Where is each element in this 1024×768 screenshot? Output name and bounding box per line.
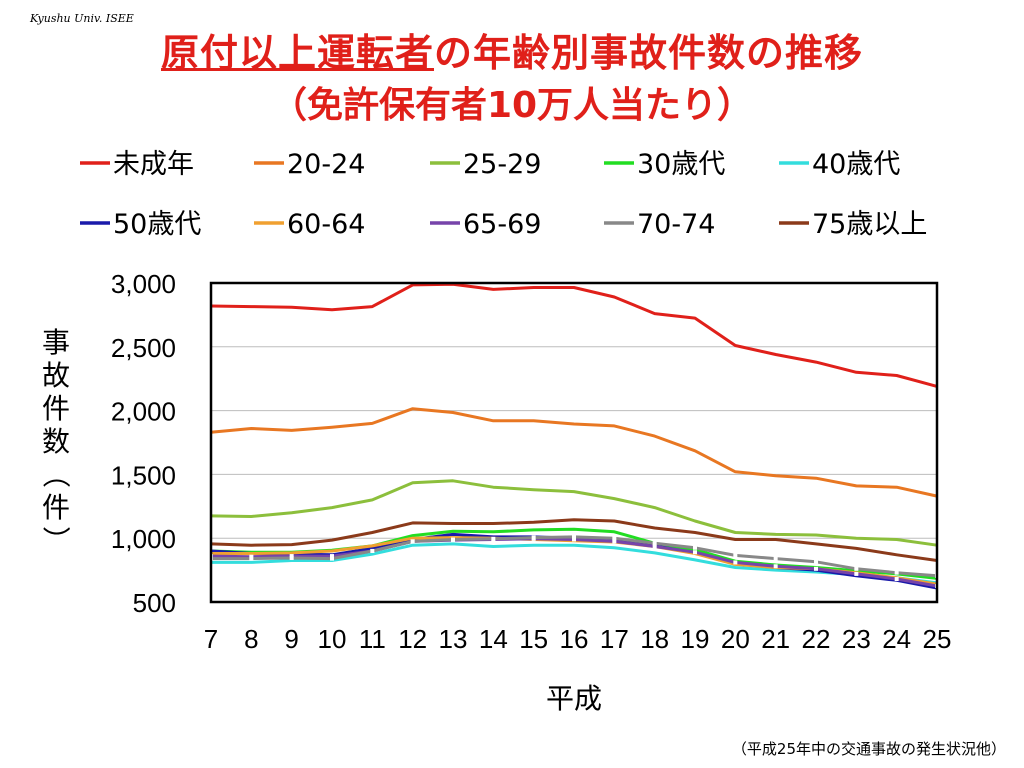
y-tick-label: 3,000 [111,269,176,299]
data-point [894,577,899,582]
title-emphasis: 原付以上運転者 [160,31,434,75]
x-tick-label: 22 [802,624,831,654]
x-tick-label: 16 [560,624,589,654]
data-point [733,560,738,565]
y-tick-label: 2,500 [111,333,176,363]
plot-frame [209,281,939,604]
legend-label: 40歳代 [812,149,900,180]
y-axis-label-char: 件 [42,392,70,425]
data-point [330,554,334,559]
legend-label: 25-29 [463,149,541,180]
page-title: 原付以上運転者の年齢別事故件数の推移 [0,22,1024,77]
data-point [330,556,334,561]
y-tick-label: 1,000 [111,524,176,554]
data-point [451,537,455,542]
y-axis-label-char: 故 [42,359,70,392]
source-note: （平成25年中の交通事故の発生状況他） [731,740,1006,758]
y-axis-label-char: 事 [42,326,70,359]
x-tick-label: 9 [284,624,298,654]
y-tick-label: 500 [133,588,176,618]
data-point [894,570,899,575]
x-tick-label: 19 [681,624,710,654]
legend-label: 65-69 [463,209,541,240]
legend-label: 20-24 [287,149,365,180]
x-axis-label: 平成 [546,682,602,715]
x-tick-label: 7 [204,624,218,654]
data-point [773,556,778,561]
series-line-3 [210,479,938,547]
x-tick-label: 15 [519,624,548,654]
data-point [854,571,859,576]
data-point [693,550,697,555]
x-tick-label: 11 [359,624,386,654]
data-point [814,566,818,571]
x-tick-label: 13 [439,624,468,654]
y-axis-label-char: 数 [42,425,70,458]
title-rest: の年齢別事故件数の推移 [434,31,864,75]
data-point [370,548,375,553]
data-point [572,534,576,539]
x-tick-label: 20 [721,624,750,654]
legend-label: 50歳代 [113,209,201,240]
data-point [773,564,778,569]
x-tick-label: 21 [761,624,790,654]
legend-label: 75歳以上 [812,209,927,240]
data-point [289,555,294,560]
legend-label: 未成年 [113,149,194,180]
data-point [854,566,859,571]
y-axis-label-char: （ [39,460,72,488]
data-point [572,537,576,542]
data-point [531,535,536,540]
legend-label: 30歳代 [637,149,725,180]
y-axis-label-char: ） [39,526,72,554]
page-subtitle: （免許保有者10万人当たり） [270,85,754,126]
series-line-2 [210,407,938,498]
series-line-1 [210,282,938,388]
data-point [693,545,697,550]
data-point [612,539,617,544]
data-point [652,541,657,546]
x-tick-label: 12 [398,624,427,654]
y-axis-label-char: 件 [42,491,70,524]
data-point [733,553,738,558]
y-tick-label: 1,500 [111,460,176,490]
watermark: Kyushu Univ. ISEE [30,12,134,25]
x-tick-label: 25 [923,624,952,654]
x-tick-label: 10 [318,624,347,654]
data-point [491,536,496,541]
legend-label: 70-74 [637,209,715,240]
data-point [612,536,617,541]
data-point [249,556,254,561]
legend-label: 60-64 [287,209,365,240]
series-line-10 [210,518,938,562]
y-tick-label: 2,000 [111,397,176,427]
data-point [410,539,415,544]
x-tick-label: 14 [479,624,508,654]
x-tick-label: 18 [640,624,669,654]
data-point [652,544,657,549]
x-tick-label: 17 [600,624,629,654]
x-tick-label: 24 [882,624,911,654]
data-point [814,559,818,564]
x-tick-label: 8 [244,624,258,654]
x-tick-label: 23 [842,624,871,654]
